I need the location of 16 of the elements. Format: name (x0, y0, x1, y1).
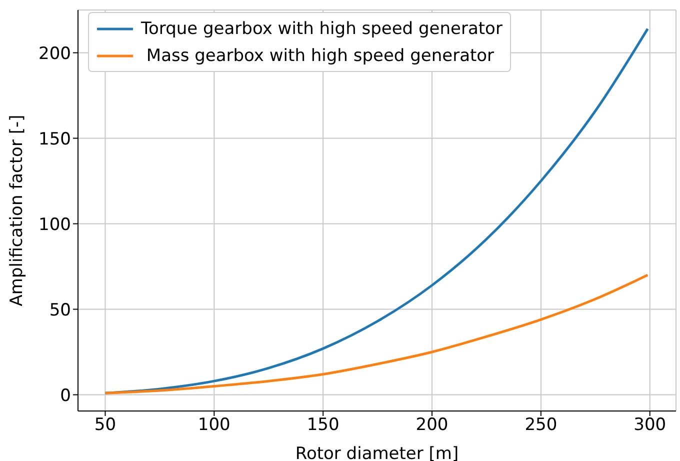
y-tick-label: 50 (49, 300, 71, 320)
line-series (104, 274, 649, 394)
x-tick-label: 200 (416, 415, 448, 436)
x-tick-label: 300 (634, 415, 666, 436)
x-tick-label: 150 (306, 415, 340, 436)
y-tick-label: 150 (38, 129, 71, 150)
x-tick-label: 50 (94, 415, 116, 436)
x-tick-label: 250 (524, 415, 558, 436)
x-axis-title: Rotor diameter [m] (295, 444, 459, 461)
y-tick-label: 100 (38, 214, 71, 235)
y-tick-label: 0 (60, 386, 71, 406)
legend-label: Mass gearbox with high speed generator (145, 46, 494, 66)
y-axis-title: Amplification factor [-] (7, 114, 28, 306)
y-tick-label: 200 (38, 44, 71, 64)
x-tick-label: 100 (198, 415, 230, 436)
legend-label: Torque gearbox with high speed generator (141, 18, 502, 38)
